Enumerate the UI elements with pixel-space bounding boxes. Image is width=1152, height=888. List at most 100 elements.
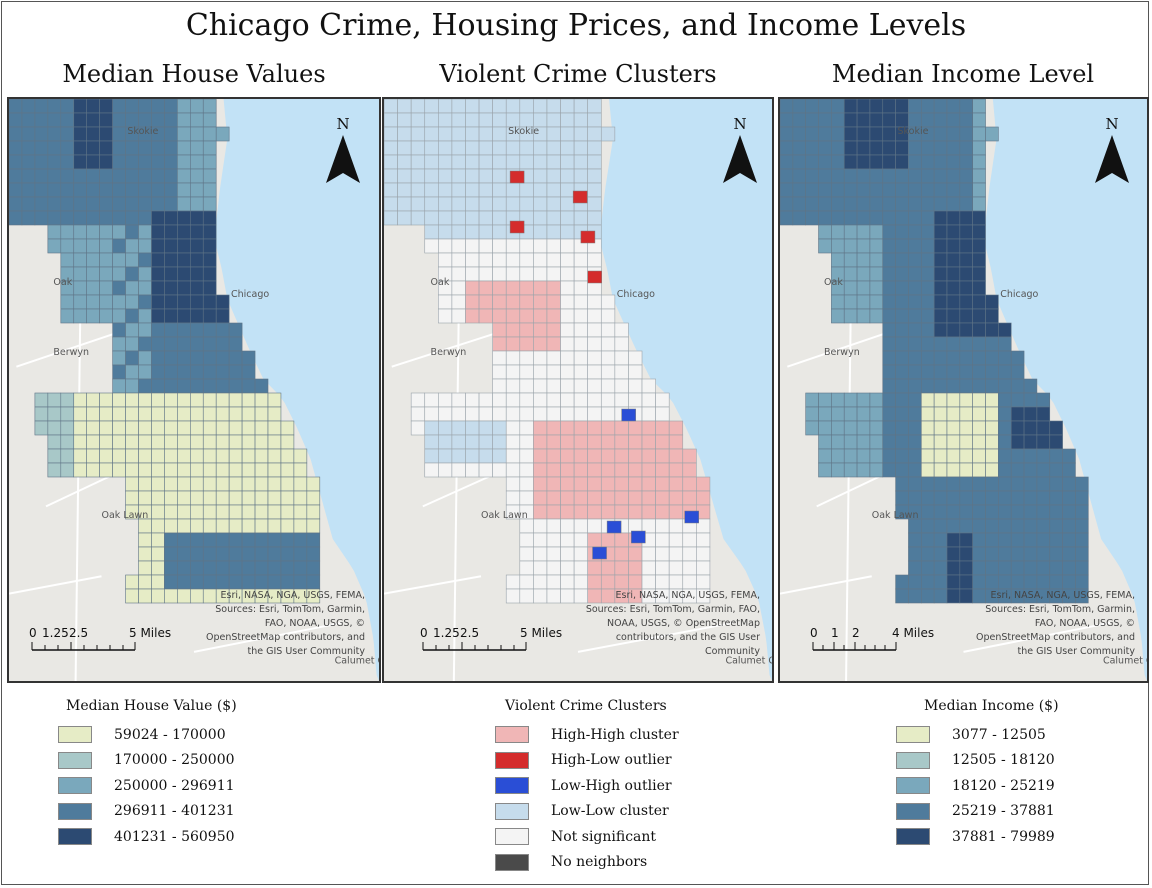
census-tract [600, 336, 616, 352]
census-tract [920, 182, 935, 198]
census-tract [882, 280, 896, 296]
road-line [963, 621, 1111, 653]
low-high-outlier [606, 520, 622, 534]
census-tract [573, 406, 588, 422]
census-tract [21, 182, 36, 198]
census-tract [215, 364, 230, 380]
census-tract [831, 210, 845, 226]
census-tract [164, 112, 178, 128]
census-tract [546, 126, 561, 142]
legend-item: 401231 - 560950 [58, 824, 237, 850]
road-line [422, 470, 501, 508]
census-tract [805, 112, 819, 128]
legend-label: 59024 - 170000 [114, 726, 226, 743]
census-tract [972, 140, 986, 156]
census-tract [573, 420, 588, 436]
census-tract [573, 504, 588, 520]
census-tract [34, 420, 49, 436]
census-tract [138, 252, 152, 268]
census-tract [1049, 476, 1063, 492]
census-tract [587, 154, 602, 170]
census-tract [519, 294, 534, 310]
census-tract [843, 112, 858, 128]
census-tract [946, 420, 961, 436]
census-tract [505, 364, 521, 380]
census-tract [60, 168, 75, 184]
census-tract [215, 532, 230, 548]
census-tract [1075, 588, 1089, 604]
census-tract [895, 252, 909, 268]
census-tract [908, 266, 922, 282]
census-tract [306, 546, 321, 562]
census-tract [600, 462, 616, 478]
census-tract [882, 252, 896, 268]
census-tract [587, 168, 602, 184]
census-tract [125, 588, 139, 604]
census-tract [573, 448, 588, 464]
census-tract [112, 99, 126, 114]
census-tract [587, 476, 602, 492]
census-tract [241, 560, 256, 576]
census-tract [869, 434, 884, 450]
census-tract [60, 252, 75, 268]
census-tract [438, 392, 453, 408]
census-tract [869, 224, 884, 240]
census-tract [946, 126, 961, 142]
census-tract [933, 406, 948, 422]
census-tract [478, 196, 493, 212]
low-high-outlier [684, 510, 699, 524]
legend-item: Not significant [495, 824, 679, 850]
census-tract [465, 238, 480, 254]
census-tract [254, 392, 269, 408]
census-tract [792, 99, 806, 114]
census-tract [99, 154, 113, 170]
census-tract [73, 126, 87, 142]
census-tract [560, 280, 575, 296]
census-tract [151, 308, 165, 324]
census-tract [985, 574, 999, 590]
north-arrow-icon: N [323, 115, 363, 183]
census-tract [9, 168, 23, 184]
census-tract [655, 574, 670, 590]
census-tract [908, 546, 922, 562]
census-tract [492, 196, 507, 212]
census-tract [465, 434, 480, 450]
census-tract [99, 182, 113, 198]
census-tract [908, 210, 922, 226]
census-tract [920, 308, 935, 324]
census-tract [505, 392, 521, 408]
census-tract [933, 294, 948, 310]
census-tract [998, 518, 1012, 534]
census-tract [73, 182, 87, 198]
census-tract [959, 224, 973, 240]
census-tract [920, 280, 935, 296]
census-tract [505, 462, 521, 478]
census-tract [882, 196, 896, 212]
census-tract [9, 182, 23, 198]
legend-item: 59024 - 170000 [58, 722, 237, 748]
census-tract [138, 588, 152, 604]
census-tract [641, 546, 656, 562]
census-tract [138, 406, 152, 422]
census-tract [908, 252, 922, 268]
census-tract [492, 99, 507, 114]
census-tract [125, 196, 139, 212]
census-tract [438, 448, 453, 464]
census-tract [920, 490, 935, 506]
census-tract [254, 518, 269, 534]
census-tract [959, 154, 973, 170]
census-tract [138, 476, 152, 492]
census-tract [125, 392, 139, 408]
census-tract [424, 126, 439, 142]
census-tract [254, 532, 269, 548]
census-tract [519, 350, 534, 366]
census-tract [21, 126, 36, 142]
census-tract [519, 574, 534, 590]
census-tract [655, 448, 670, 464]
census-tract [190, 336, 204, 352]
census-tract [86, 252, 100, 268]
census-tract [138, 434, 152, 450]
